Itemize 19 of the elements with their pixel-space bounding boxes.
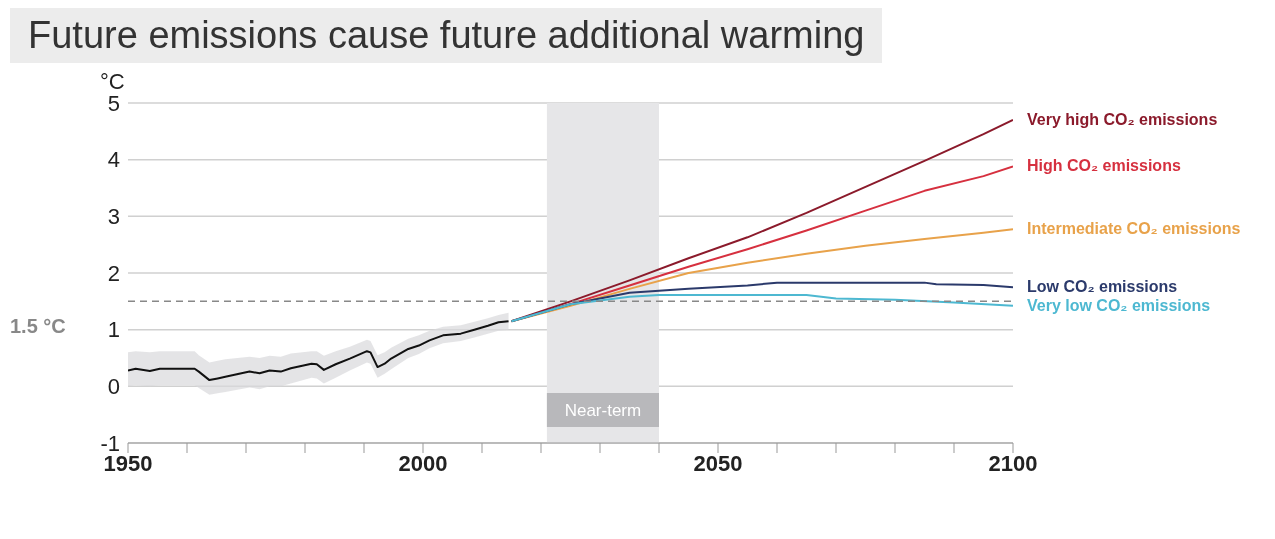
x-tick-label: 2100 <box>988 450 1038 476</box>
x-tick-label: 2000 <box>398 450 448 476</box>
y-tick-label: 2 <box>107 260 120 286</box>
y-tick-label: 1 <box>107 317 120 343</box>
y-tick-label: 0 <box>107 374 120 400</box>
chart-title: Future emissions cause future additional warming <box>10 8 883 63</box>
line-series <box>510 119 1013 323</box>
series-label: Very high CO₂ emissions <box>1027 111 1218 128</box>
series-label: High CO₂ emissions <box>1027 157 1181 175</box>
series-label: Intermediate CO₂ emissions <box>1027 220 1241 238</box>
line-series <box>510 294 1013 323</box>
series-label: Low CO₂ emissions <box>1027 278 1178 296</box>
ref-line-label: 1.5 °C <box>10 315 66 338</box>
series-label: Very low CO₂ emissions <box>1027 296 1211 314</box>
line-series <box>128 320 510 382</box>
y-tick-label: 3 <box>107 204 120 230</box>
x-tick-label: 2050 <box>693 450 743 476</box>
band-label: Near-term <box>564 401 642 420</box>
y-tick-label: 4 <box>107 147 120 173</box>
